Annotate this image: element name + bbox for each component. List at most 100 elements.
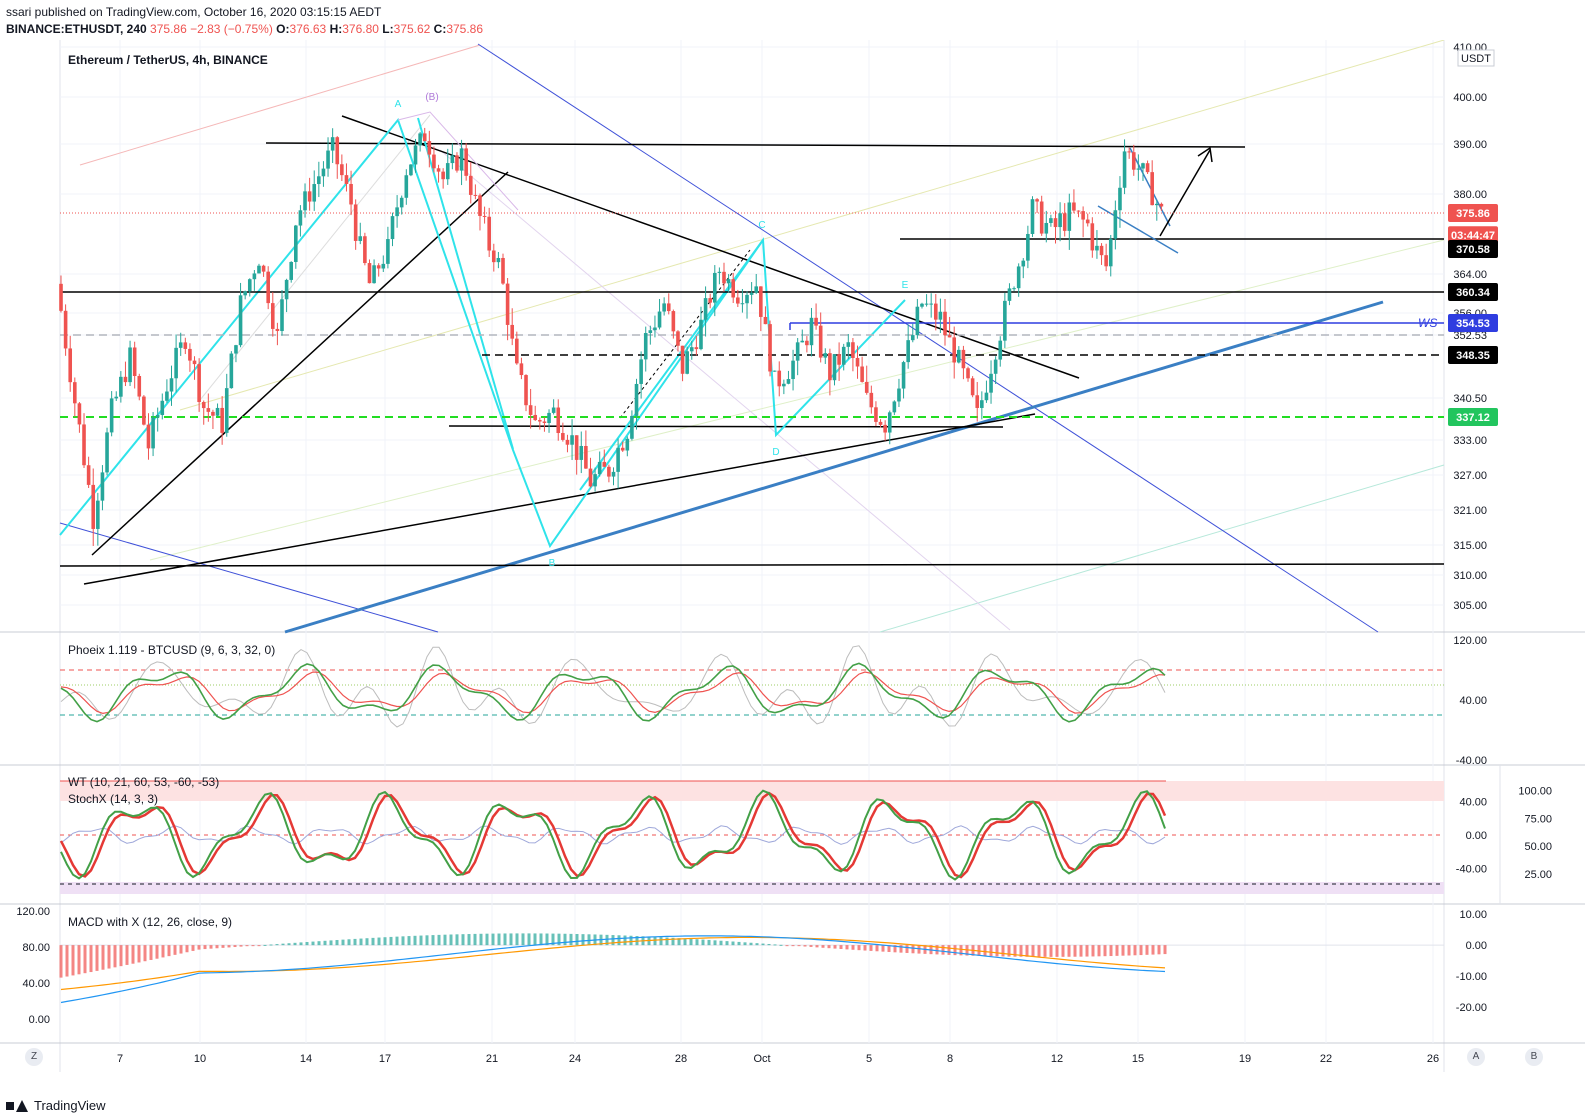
candle-body — [96, 500, 100, 529]
macd-histogram-bar — [995, 945, 999, 957]
macd-histogram-bar — [167, 945, 171, 957]
macd-histogram-bar — [1151, 945, 1155, 955]
macd-histogram-bar — [1043, 945, 1047, 957]
candle-body — [169, 378, 174, 392]
macd-histogram-bar — [299, 942, 303, 946]
macd-histogram-bar — [245, 945, 249, 947]
macd-histogram-bar — [683, 938, 687, 946]
time-tick-0: 7 — [117, 1053, 123, 1065]
candle-body — [1016, 266, 1021, 289]
candle-body — [1113, 210, 1118, 239]
macd-histogram-bar — [197, 945, 201, 950]
macd-histogram-bar — [275, 944, 279, 946]
macd-histogram-bar — [209, 945, 213, 949]
candle-body — [86, 465, 91, 485]
candle-body — [740, 303, 745, 305]
log-scale-button[interactable]: B — [1525, 1048, 1543, 1066]
last-price: 375.86 — [150, 22, 187, 36]
candle-body — [257, 265, 261, 274]
candle-body — [363, 236, 367, 264]
candle-body — [828, 353, 832, 381]
macd-histogram-bar — [695, 939, 699, 946]
candle-body — [224, 388, 229, 433]
macd-histogram-bar — [263, 944, 267, 946]
candle-body — [749, 292, 754, 295]
candles — [59, 127, 1164, 546]
macd-histogram-bar — [725, 941, 729, 946]
price-tag-box-0 — [1448, 204, 1498, 222]
macd-histogram-bar — [185, 945, 189, 953]
pattern-label-e: E — [902, 280, 909, 291]
macd-histogram-bar — [701, 939, 705, 946]
price-axis[interactable]: 410.00400.00390.00380.00364.00356.00352.… — [16, 42, 1552, 1026]
candle-body — [395, 207, 399, 217]
candle-body — [445, 163, 450, 180]
candle-body — [736, 297, 740, 304]
candle-body — [1141, 163, 1145, 169]
time-tick-8: 5 — [866, 1053, 872, 1065]
candle-body — [1081, 211, 1085, 220]
candle-body — [151, 417, 155, 449]
time-tick-14: 26 — [1427, 1053, 1439, 1065]
candle-body — [869, 392, 874, 408]
macd-histogram-bar — [887, 945, 891, 952]
pane-frames — [0, 40, 1585, 1072]
macd-histogram-bar — [1049, 945, 1053, 957]
candle-body — [409, 164, 413, 176]
candle-body — [501, 257, 505, 284]
candle-body — [800, 340, 805, 343]
time-axis[interactable]: 7 10 14 17 21 24 28 Oct 5 8 12 15 19 22 26 — [117, 1053, 1439, 1065]
candle-body — [1090, 223, 1095, 251]
time-tick-12: 19 — [1239, 1053, 1251, 1065]
macd-histogram-bar — [515, 933, 519, 946]
chart-canvas[interactable]: A (B) C D E B WS 410.00400.00390.00380.0… — [0, 40, 1585, 1090]
candle-body — [607, 466, 611, 477]
macd-histogram-bar — [371, 937, 375, 946]
auto-scale-button[interactable]: A — [1467, 1048, 1485, 1066]
currency-box[interactable] — [1457, 49, 1495, 67]
candle-body — [367, 263, 372, 284]
candle-body — [933, 303, 938, 320]
macd-histogram-bar — [677, 938, 681, 946]
timezone-button[interactable]: Z — [25, 1048, 43, 1066]
candle-body — [998, 340, 1003, 360]
price-tick-2: 390.00 — [1453, 139, 1487, 151]
symbol-name[interactable]: BINANCE:ETHUSDT, 240 — [6, 22, 147, 36]
macd-histogram-bar — [749, 942, 753, 946]
candle-body — [712, 272, 717, 303]
candle-body — [823, 353, 828, 358]
macd-tick-3: -20.00 — [1456, 1002, 1487, 1014]
macd-histogram-bar — [539, 933, 543, 946]
candle-body — [386, 239, 390, 264]
candle-body — [542, 421, 547, 424]
candle-body — [376, 265, 381, 269]
macd-histogram-bar — [875, 945, 879, 952]
candle-body — [63, 310, 68, 349]
wt-line-1 — [60, 789, 1166, 881]
macd-histogram-bar — [833, 945, 837, 949]
macd-histogram-bar — [269, 944, 273, 946]
candle-body — [524, 375, 528, 406]
price-tag-4: 354.53 — [1456, 318, 1490, 330]
candle-body — [643, 333, 648, 360]
macd-histogram-bar — [473, 933, 477, 946]
macd-histogram-bar — [419, 935, 423, 946]
macd-histogram-bar — [785, 945, 789, 947]
candle-body — [432, 154, 436, 169]
macd-histogram-bar — [941, 945, 945, 955]
macd-histogram-bar — [827, 945, 831, 949]
candle-body — [422, 133, 427, 142]
price-tags: 375.86 03:44:47 370.58 360.34 354.53 348.35 33… — [1448, 204, 1498, 426]
candle-body — [666, 303, 671, 312]
candle-body — [685, 351, 689, 374]
candle-body — [1012, 288, 1016, 290]
macd-histogram-bar — [1079, 945, 1083, 957]
candle-body — [620, 447, 625, 451]
macd-histogram-bar — [623, 935, 627, 946]
macd-histogram-bar — [125, 945, 129, 965]
candle-body — [142, 396, 146, 425]
candle-body — [1150, 172, 1154, 206]
price-tick-6: 352.53 — [1453, 330, 1487, 342]
candle-body — [252, 273, 257, 280]
macd-histogram-bar — [689, 938, 693, 946]
